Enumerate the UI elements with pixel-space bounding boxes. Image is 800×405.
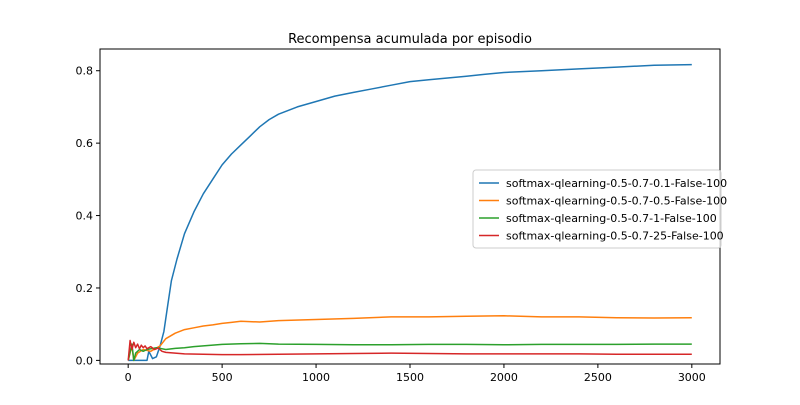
series-line-3 — [127, 342, 692, 362]
plot-area — [99, 48, 721, 365]
x-axis: 0 500 1000 1500 2000 2500 3000 — [125, 364, 706, 384]
x-tick-label: 0 — [125, 371, 132, 384]
legend-label-1: softmax-qlearning-0.5-0.7-0.1-False-100 — [506, 177, 727, 190]
x-tick-label: 1000 — [302, 371, 330, 384]
legend-label-4: softmax-qlearning-0.5-0.7-25-False-100 — [506, 230, 724, 243]
y-tick-label: 0.4 — [76, 210, 94, 223]
series-line-1 — [128, 63, 692, 362]
legend: softmax-qlearning-0.5-0.7-0.1-False-100 s… — [472, 169, 727, 249]
x-tick-label: 1500 — [396, 371, 424, 384]
series-line-2 — [127, 315, 692, 362]
y-tick-label: 0.6 — [76, 137, 94, 150]
chart-title: Recompensa acumulada por episodio — [288, 32, 532, 47]
legend-box — [472, 169, 722, 249]
y-tick-label: 0.8 — [76, 65, 94, 78]
y-tick-label: 0.2 — [76, 282, 94, 295]
legend-label-2: softmax-qlearning-0.5-0.7-0.5-False-100 — [506, 195, 727, 208]
y-tick-label: 0.0 — [76, 354, 94, 367]
legend-label-3: softmax-qlearning-0.5-0.7-1-False-100 — [506, 212, 717, 225]
x-tick-label: 2000 — [490, 371, 518, 384]
x-tick-label: 3000 — [678, 371, 706, 384]
x-tick-label: 2500 — [584, 371, 612, 384]
y-axis: 0.0 0.2 0.4 0.6 0.8 — [76, 65, 100, 367]
x-tick-label: 500 — [212, 371, 233, 384]
series-line-4 — [127, 339, 692, 361]
series-layer — [127, 63, 692, 362]
